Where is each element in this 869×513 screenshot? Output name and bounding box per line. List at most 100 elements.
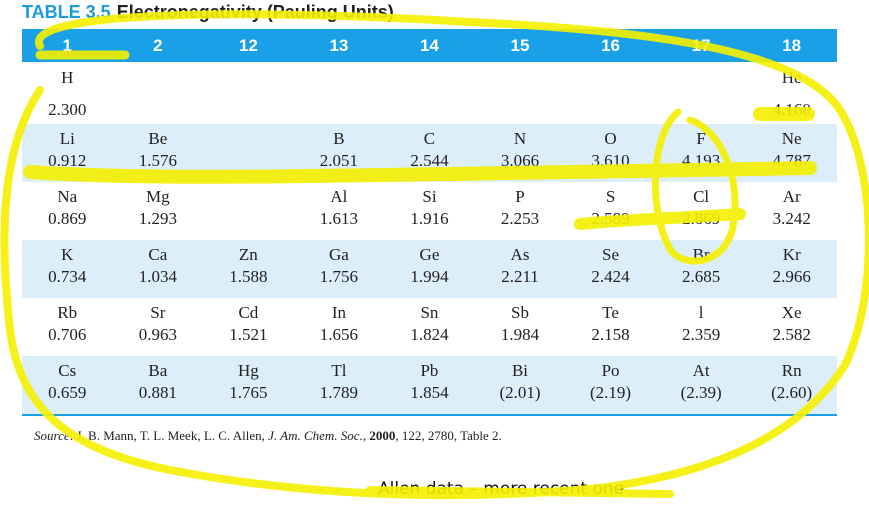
element-symbol (475, 67, 566, 89)
group-header-15: 15 (474, 29, 566, 62)
element-symbol: Pb (420, 361, 439, 380)
element-cell: Tl 1.789 (293, 356, 385, 416)
element-symbol: K (61, 245, 74, 264)
source-journal: J. Am. Chem. Soc. (268, 428, 363, 443)
electronegativity-value: 0.963 (138, 325, 177, 344)
element-symbol (203, 128, 294, 150)
element-cell: Po (2.19) (565, 356, 656, 416)
element-cell: Sr 0.963 (113, 298, 204, 356)
element-cell: K 0.734 (22, 240, 113, 298)
element-symbol: Ca (148, 245, 168, 264)
table-title: Electronegativity (Pauling Units) (116, 2, 394, 22)
element-cell: Xe 2.582 (746, 298, 837, 356)
electronegativity-value (203, 150, 294, 172)
electronegativity-value: 4.193 (681, 151, 721, 170)
element-cell (565, 62, 656, 124)
element-symbol: Ne (781, 129, 802, 148)
element-cell: Rn (2.60) (746, 356, 837, 416)
electronegativity-value (203, 99, 294, 121)
electronegativity-value: 2.582 (772, 325, 811, 344)
element-symbol: N (513, 129, 527, 148)
electronegativity-value: 0.869 (48, 209, 87, 228)
electronegativity-value: 1.576 (138, 151, 177, 170)
electronegativity-value (203, 208, 294, 230)
element-symbol (294, 67, 385, 89)
element-cell: Kr 2.966 (746, 240, 837, 298)
period-row-6: Cs 0.659 Ba 0.881 Hg 1.765 Tl 1.789 Pb 1.854 Bi (2.… (22, 356, 837, 416)
electronegativity-value: 3.242 (772, 209, 811, 228)
group-header-17: 17 (655, 29, 747, 62)
source-year: 2000 (369, 428, 396, 443)
element-cell: Be 1.576 (112, 124, 204, 182)
element-cell: Te 2.158 (565, 298, 656, 356)
element-symbol: O (604, 129, 617, 148)
element-cell: Li 0.912 (22, 124, 113, 182)
element-cell: Si 1.916 (384, 182, 475, 240)
element-symbol: C (423, 129, 436, 148)
element-cell (294, 62, 385, 124)
electronegativity-value: (2.19) (590, 383, 632, 402)
electronegativity-value: 2.424 (591, 267, 630, 286)
element-cell: P 2.253 (475, 182, 566, 240)
element-cell: He 4.160 (746, 62, 837, 124)
electronegativity-value (384, 99, 475, 121)
element-cell: S 2.589 (565, 182, 656, 240)
element-cell (203, 182, 294, 240)
element-symbol: l (698, 303, 704, 322)
electronegativity-value: 1.521 (229, 325, 268, 344)
element-cell: F 4.193 (655, 124, 747, 182)
element-symbol: He (781, 68, 802, 87)
element-symbol: Rn (781, 361, 802, 380)
group-header-18: 18 (746, 29, 837, 62)
element-symbol: Bi (511, 361, 529, 380)
group-header-12: 12 (203, 29, 294, 62)
element-cell: Mg 1.293 (113, 182, 204, 240)
electronegativity-value: (2.60) (771, 383, 813, 402)
electronegativity-value: 2.966 (772, 267, 811, 286)
electronegativity-value: 0.912 (48, 151, 87, 170)
element-symbol (565, 67, 656, 89)
element-symbol: Ba (148, 361, 168, 380)
element-cell: Na 0.869 (22, 182, 113, 240)
element-cell: H 2.300 (22, 62, 113, 124)
element-symbol: H (61, 68, 74, 87)
electronegativity-value: 2.211 (501, 267, 539, 286)
element-cell: C 2.544 (384, 124, 475, 182)
element-symbol: P (515, 187, 525, 206)
element-symbol: Ga (329, 245, 349, 264)
electronegativity-value: 2.300 (48, 100, 87, 119)
electronegativity-value: 1.588 (229, 267, 268, 286)
element-cell: Ge 1.994 (384, 240, 475, 298)
element-cell: B 2.051 (293, 124, 385, 182)
electronegativity-value (475, 99, 566, 121)
element-symbol: Li (59, 129, 75, 148)
electronegativity-value: (2.01) (499, 383, 541, 402)
element-symbol: Ar (782, 187, 801, 206)
element-symbol: Sb (511, 303, 529, 322)
element-cell: Ca 1.034 (112, 240, 204, 298)
electronegativity-value: 2.589 (591, 209, 630, 228)
element-cell (203, 124, 294, 182)
electronegativity-table: 1 2 12 13 14 15 16 17 18 H 2.300 He 4.160 Li 0.912 Be 1… (22, 29, 837, 416)
electronegativity-value: 1.656 (319, 325, 359, 344)
element-cell (203, 62, 294, 124)
element-symbol (203, 67, 294, 89)
element-symbol: Zn (238, 245, 258, 264)
electronegativity-value: 3.610 (591, 151, 630, 170)
electronegativity-value: 1.613 (319, 209, 359, 228)
group-header-2: 2 (112, 29, 204, 62)
electronegativity-value: 2.869 (681, 209, 721, 228)
group-header-row: 1 2 12 13 14 15 16 17 18 (22, 29, 837, 62)
element-cell: Se 2.424 (565, 240, 656, 298)
element-symbol: In (331, 303, 346, 322)
element-symbol: Mg (146, 187, 170, 206)
element-cell: Bi (2.01) (474, 356, 566, 416)
element-cell: Ga 1.756 (293, 240, 385, 298)
element-cell: O 3.610 (565, 124, 656, 182)
group-header-1: 1 (22, 29, 113, 62)
element-cell: Rb 0.706 (22, 298, 113, 356)
element-symbol: Se (602, 245, 620, 264)
table-caption: TABLE 3.5 Electronegativity (Pauling Unit… (22, 2, 394, 23)
element-cell: Ba 0.881 (112, 356, 204, 416)
electronegativity-value: 0.881 (138, 383, 177, 402)
